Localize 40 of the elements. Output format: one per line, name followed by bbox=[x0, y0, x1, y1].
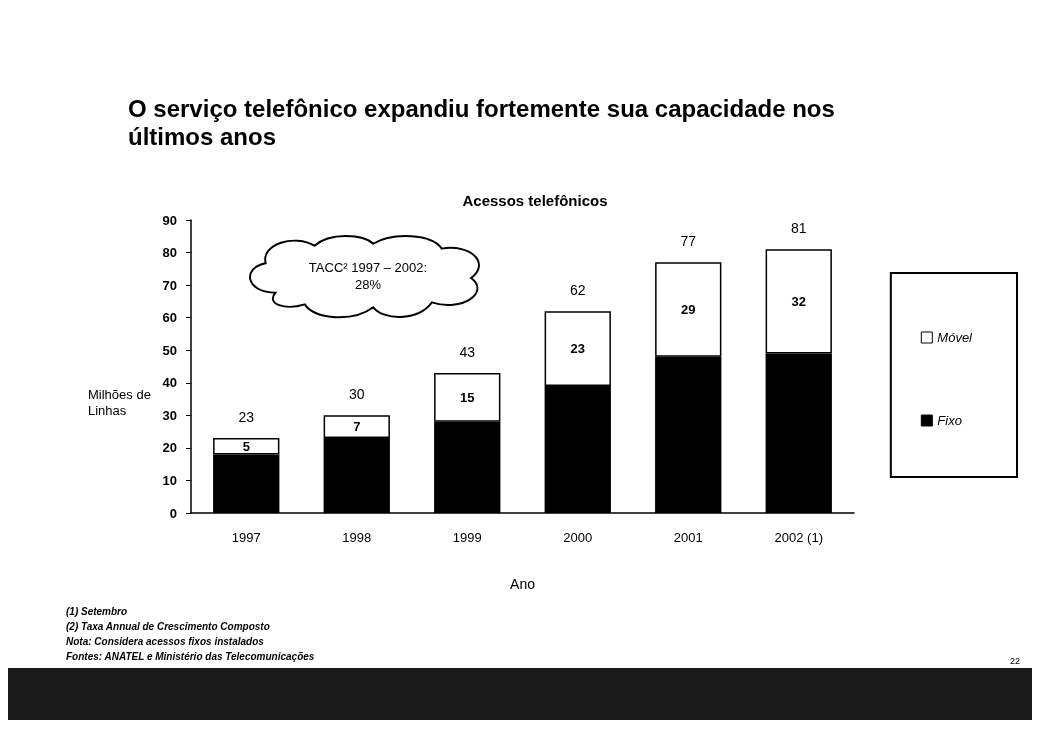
total-label: 77 bbox=[680, 233, 697, 250]
y-tick-label: 70 bbox=[162, 277, 177, 293]
total-label: 62 bbox=[569, 282, 586, 299]
y-tick-label: 80 bbox=[162, 245, 177, 261]
total-label: 30 bbox=[348, 386, 365, 403]
y-tick-label: 20 bbox=[162, 440, 177, 456]
y-axis-title: Milhões de Linhas bbox=[88, 386, 151, 418]
x-tick-label: 1999 bbox=[452, 530, 482, 545]
x-tick-label: 1998 bbox=[342, 530, 372, 545]
total-label: 81 bbox=[790, 220, 807, 237]
y-tick-label: 0 bbox=[169, 505, 177, 521]
x-axis-title: Ano bbox=[510, 576, 536, 592]
text: Fontes: ANATEL e Ministério das Telecomunicações bbox=[66, 650, 315, 662]
text: (1) Setembro bbox=[66, 605, 128, 617]
y-tick-label: 10 bbox=[162, 472, 177, 488]
legend-label: Móvel bbox=[937, 330, 974, 345]
x-tick-label: 2000 bbox=[563, 530, 593, 545]
x-tick-label: 2002 (1) bbox=[774, 530, 823, 545]
text: 22 bbox=[1009, 655, 1020, 666]
data-label: 32 bbox=[791, 293, 806, 309]
y-tick-label: 30 bbox=[162, 407, 177, 423]
y-tick-label: 40 bbox=[162, 375, 177, 391]
data-label: 29 bbox=[681, 302, 696, 318]
legend-label: Fixo bbox=[937, 413, 962, 428]
y-tick-label: 50 bbox=[162, 342, 177, 358]
text: Nota: Considera acessos fixos instalados bbox=[66, 635, 265, 647]
chart-title: O serviço telefônico expandiu fortemente sua capacidade nos últimos anos bbox=[128, 94, 842, 150]
total-label: 43 bbox=[459, 344, 476, 361]
y-tick-label: 90 bbox=[162, 212, 177, 228]
y-tick-label: 60 bbox=[162, 310, 177, 326]
data-label: 5 bbox=[242, 438, 250, 454]
chart-subtitle: Acessos telefônicos bbox=[462, 192, 608, 209]
data-label: 7 bbox=[353, 419, 361, 435]
total-label: 23 bbox=[238, 409, 255, 426]
x-tick-label: 1997 bbox=[231, 530, 261, 545]
x-tick-label: 2001 bbox=[673, 530, 703, 545]
text: (2) Taxa Annual de Crescimento Composto bbox=[66, 620, 270, 632]
data-label: 23 bbox=[570, 341, 585, 357]
annotation: TACC² 1997 – 2002: 28% bbox=[308, 260, 428, 292]
data-label: 15 bbox=[460, 389, 475, 405]
